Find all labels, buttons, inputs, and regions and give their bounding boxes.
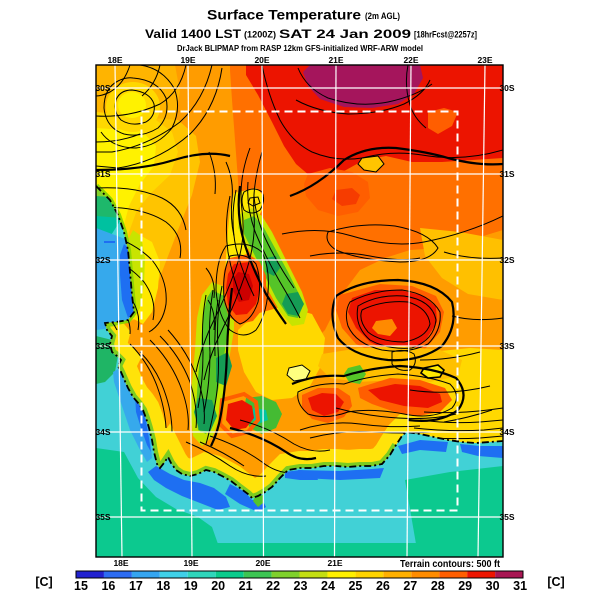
svg-text:18: 18: [156, 579, 170, 593]
svg-text:22: 22: [266, 579, 280, 593]
svg-text:31S: 31S: [499, 169, 514, 179]
svg-text:19E: 19E: [180, 55, 195, 65]
svg-text:21E: 21E: [327, 558, 342, 568]
svg-text:32S: 32S: [95, 255, 110, 265]
svg-text:DrJack BLIPMAP from RASP 12km: DrJack BLIPMAP from RASP 12km GFS-initia…: [177, 44, 423, 53]
svg-text:20E: 20E: [255, 558, 270, 568]
svg-text:(1200Z): (1200Z): [244, 30, 276, 40]
svg-text:Valid 1400 LST: Valid 1400 LST: [145, 27, 242, 41]
svg-text:30S: 30S: [499, 83, 514, 93]
svg-text:16: 16: [101, 579, 115, 593]
svg-text:21E: 21E: [328, 55, 343, 65]
svg-text:[C]: [C]: [547, 575, 564, 589]
svg-text:32S: 32S: [499, 255, 514, 265]
svg-text:31: 31: [513, 579, 527, 593]
svg-text:30: 30: [486, 579, 500, 593]
svg-text:31S: 31S: [95, 169, 110, 179]
svg-text:27: 27: [403, 579, 417, 593]
svg-text:[18hrFcst@2257z]: [18hrFcst@2257z]: [414, 30, 477, 40]
svg-text:20: 20: [211, 579, 225, 593]
svg-text:29: 29: [458, 579, 472, 593]
svg-text:SAT 24 Jan 2009: SAT 24 Jan 2009: [279, 27, 411, 41]
svg-text:21: 21: [239, 579, 253, 593]
svg-text:18E: 18E: [107, 55, 122, 65]
svg-text:(2m AGL): (2m AGL): [365, 11, 400, 21]
svg-text:18E: 18E: [113, 558, 128, 568]
svg-text:33S: 33S: [95, 341, 110, 351]
svg-text:33S: 33S: [499, 341, 514, 351]
svg-text:22E: 22E: [403, 55, 418, 65]
svg-text:23E: 23E: [477, 55, 492, 65]
svg-text:15: 15: [74, 579, 88, 593]
svg-text:35S: 35S: [499, 512, 514, 522]
svg-text:26: 26: [376, 579, 390, 593]
svg-text:Terrain contours: 500 ft: Terrain contours: 500 ft: [400, 558, 500, 570]
svg-text:23: 23: [294, 579, 308, 593]
svg-text:19E: 19E: [183, 558, 198, 568]
svg-text:24: 24: [321, 579, 335, 593]
svg-text:25: 25: [348, 579, 362, 593]
svg-text:28: 28: [431, 579, 445, 593]
svg-text:34S: 34S: [499, 427, 514, 437]
svg-text:34S: 34S: [95, 427, 110, 437]
svg-text:30S: 30S: [95, 83, 110, 93]
svg-text:Surface Temperature: Surface Temperature: [207, 7, 361, 23]
svg-text:19: 19: [184, 579, 198, 593]
svg-text:20E: 20E: [254, 55, 269, 65]
svg-text:[C]: [C]: [35, 575, 52, 589]
svg-text:35S: 35S: [95, 512, 110, 522]
svg-text:17: 17: [129, 579, 143, 593]
